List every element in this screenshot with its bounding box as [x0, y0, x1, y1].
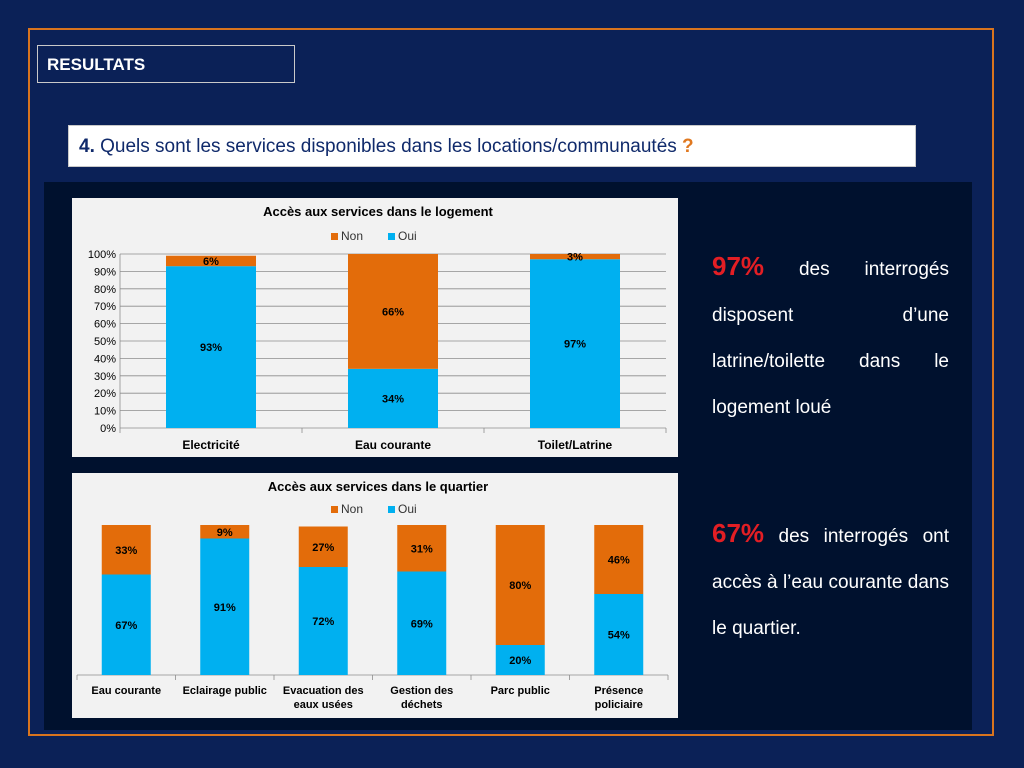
bar-non-1 [348, 254, 438, 369]
chart-logement: Accès aux services dans le logement Non Ou… [72, 198, 678, 457]
y-tick-label: 70% [94, 301, 116, 313]
y-tick-label: 40% [94, 353, 116, 365]
bar-oui-2 [530, 259, 620, 428]
data-label-non: 80% [509, 580, 531, 592]
question-box: 4. Quels sont les services disponibles d… [68, 125, 916, 167]
question-number: 4. [79, 136, 95, 157]
x-category-label: Toilet/Latrine [538, 438, 613, 452]
legend-swatch-oui [388, 233, 395, 240]
bar-oui-2 [298, 567, 348, 675]
bar-oui-1 [348, 368, 438, 428]
stat-eau-pct: 67% [712, 518, 765, 548]
bar-oui-0 [166, 266, 256, 428]
section-title-box: RESULTATS [37, 45, 295, 83]
x-category-label: Présence [594, 685, 643, 697]
data-label-oui: 67% [115, 620, 137, 632]
legend-label-oui: Oui [398, 502, 417, 516]
bar-non-3 [397, 525, 447, 572]
question-line: 4. Quels sont les services disponibles d… [79, 136, 694, 158]
x-category-label: Evacuation des [283, 685, 364, 697]
chart-logement-svg: Accès aux services dans le logement Non Ou… [88, 204, 667, 452]
y-tick-label: 90% [94, 266, 116, 278]
data-label-oui: 97% [564, 339, 586, 351]
slide-frame [28, 28, 994, 736]
stat-eau-text: des interrogés ont accès à l’eau courant… [712, 526, 950, 639]
y-tick-label: 80% [94, 284, 116, 296]
stat-latrine: 97% des interrogés disposent d’une latri… [712, 243, 949, 431]
data-label-non: 27% [312, 542, 334, 554]
legend-label-non: Non [341, 502, 363, 516]
y-tick-label: 30% [94, 371, 116, 383]
legend-swatch-non [331, 233, 338, 240]
data-label-non: 31% [411, 543, 433, 555]
x-category-label: Gestion des [390, 685, 453, 697]
bar-non-0 [101, 525, 151, 575]
bar-oui-3 [397, 571, 447, 675]
bar-oui-0 [101, 574, 151, 675]
bar-oui-1 [200, 538, 250, 675]
chart-quartier-svg: Accès aux services dans le quartier Non Ou… [76, 479, 669, 711]
stat-latrine-text: des interrogés disposent d’une latrine/t… [712, 259, 950, 418]
x-category-label: eaux usées [294, 699, 353, 711]
bar-non-2 [298, 526, 348, 567]
x-category-label: Eau courante [91, 685, 161, 697]
chart-title: Accès aux services dans le quartier [268, 479, 488, 494]
y-tick-label: 100% [88, 249, 116, 261]
chart-title: Accès aux services dans le logement [263, 204, 493, 219]
data-label-non: 33% [115, 545, 137, 557]
section-title: RESULTATS [47, 55, 146, 74]
data-label-non: 6% [203, 256, 219, 268]
legend-label-oui: Oui [398, 229, 417, 243]
x-category-label: Electricité [182, 438, 240, 452]
bar-non-1 [200, 525, 250, 539]
stat-latrine-pct: 97% [712, 251, 765, 281]
data-label-non: 66% [382, 306, 404, 318]
x-category-label: Eau courante [355, 438, 431, 452]
data-label-non: 3% [567, 252, 583, 264]
data-label-oui: 34% [382, 393, 404, 405]
data-label-oui: 54% [608, 630, 630, 642]
y-tick-label: 60% [94, 319, 116, 331]
bar-non-0 [166, 255, 256, 267]
x-category-label: policiaire [595, 699, 643, 711]
question-text: Quels sont les services disponibles dans… [100, 136, 677, 157]
y-tick-label: 0% [100, 423, 116, 435]
data-label-oui: 69% [411, 618, 433, 630]
bar-non-2 [530, 254, 620, 260]
stat-eau: 67% des interrogés ont accès à l’eau cou… [712, 510, 949, 652]
data-label-non: 9% [217, 527, 233, 539]
y-tick-label: 10% [94, 406, 116, 418]
chart-quartier: Accès aux services dans le quartier Non Ou… [72, 473, 678, 718]
y-tick-label: 50% [94, 336, 116, 348]
bar-non-5 [594, 525, 644, 594]
bar-oui-5 [594, 594, 644, 675]
question-mark: ? [682, 136, 694, 157]
y-tick-label: 20% [94, 388, 116, 400]
bar-oui-4 [495, 645, 545, 675]
x-category-label: Eclairage public [183, 685, 267, 697]
x-category-label: déchets [401, 699, 443, 711]
data-label-oui: 91% [214, 602, 236, 614]
x-category-label: Parc public [491, 685, 550, 697]
bar-non-4 [495, 525, 545, 645]
data-label-oui: 72% [312, 616, 334, 628]
data-label-oui: 93% [200, 342, 222, 354]
legend-swatch-oui [388, 506, 395, 513]
legend-label-non: Non [341, 229, 363, 243]
data-label-non: 46% [608, 555, 630, 567]
data-label-oui: 20% [509, 655, 531, 667]
legend-swatch-non [331, 506, 338, 513]
